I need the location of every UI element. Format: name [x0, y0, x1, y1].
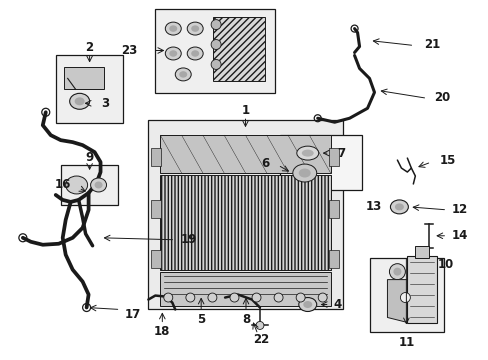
Text: 22: 22: [252, 333, 268, 346]
Circle shape: [318, 293, 326, 302]
Text: 5: 5: [197, 313, 205, 326]
Bar: [160, 175, 330, 270]
Circle shape: [400, 293, 409, 302]
Text: 12: 12: [450, 203, 467, 216]
Text: 11: 11: [397, 336, 414, 349]
Bar: [414, 246, 428, 258]
Ellipse shape: [301, 150, 313, 157]
Circle shape: [163, 293, 172, 302]
Ellipse shape: [169, 50, 177, 57]
Text: 21: 21: [424, 38, 440, 51]
Text: 7: 7: [337, 147, 345, 159]
Ellipse shape: [94, 181, 102, 189]
Bar: [148, 120, 342, 310]
Ellipse shape: [191, 50, 199, 57]
Bar: [63, 67, 103, 89]
Bar: [328, 200, 338, 218]
Ellipse shape: [296, 146, 318, 160]
Bar: [407, 256, 436, 323]
Polygon shape: [386, 280, 424, 323]
Bar: [369, 258, 443, 332]
Text: 23: 23: [121, 44, 137, 57]
Bar: [328, 148, 338, 166]
Text: 18: 18: [154, 325, 170, 338]
Ellipse shape: [298, 168, 310, 177]
Circle shape: [211, 40, 221, 50]
Circle shape: [229, 293, 239, 302]
Bar: [160, 135, 330, 173]
Circle shape: [296, 293, 305, 302]
Ellipse shape: [175, 68, 191, 81]
Ellipse shape: [179, 71, 187, 78]
Circle shape: [255, 321, 264, 329]
Text: 19: 19: [180, 233, 196, 246]
Circle shape: [251, 293, 261, 302]
Text: 8: 8: [242, 313, 249, 326]
Bar: [328, 250, 338, 268]
Ellipse shape: [292, 164, 316, 182]
Text: 14: 14: [450, 229, 467, 242]
Circle shape: [211, 59, 221, 69]
Ellipse shape: [187, 22, 203, 35]
Bar: [151, 250, 161, 268]
Ellipse shape: [69, 93, 89, 109]
Text: 6: 6: [261, 157, 269, 170]
Ellipse shape: [165, 47, 181, 60]
Text: 1: 1: [241, 104, 249, 117]
Bar: [56, 55, 123, 123]
Text: 15: 15: [438, 154, 455, 167]
Text: 16: 16: [54, 179, 71, 192]
Ellipse shape: [90, 178, 106, 192]
Circle shape: [393, 268, 401, 276]
Bar: [155, 9, 274, 93]
Text: 3: 3: [102, 97, 109, 110]
Ellipse shape: [65, 176, 87, 194]
Text: 17: 17: [124, 308, 141, 321]
Bar: [213, 17, 264, 81]
Circle shape: [207, 293, 217, 302]
Bar: [160, 272, 330, 306]
Circle shape: [185, 293, 194, 302]
Bar: [279, 135, 361, 190]
Ellipse shape: [298, 298, 316, 311]
Text: 20: 20: [433, 91, 449, 104]
Text: 2: 2: [85, 41, 94, 54]
Bar: [61, 165, 118, 205]
Ellipse shape: [191, 25, 199, 32]
Text: 13: 13: [365, 201, 381, 213]
Circle shape: [274, 293, 283, 302]
Ellipse shape: [169, 25, 177, 32]
Ellipse shape: [394, 203, 403, 210]
Ellipse shape: [187, 47, 203, 60]
Circle shape: [211, 20, 221, 30]
Circle shape: [388, 264, 405, 280]
Ellipse shape: [75, 97, 84, 105]
Ellipse shape: [303, 301, 312, 308]
Text: 9: 9: [85, 150, 94, 163]
Bar: [151, 148, 161, 166]
Text: 4: 4: [333, 298, 341, 311]
Ellipse shape: [389, 200, 407, 214]
Ellipse shape: [165, 22, 181, 35]
Text: 10: 10: [436, 258, 452, 271]
Bar: [151, 200, 161, 218]
